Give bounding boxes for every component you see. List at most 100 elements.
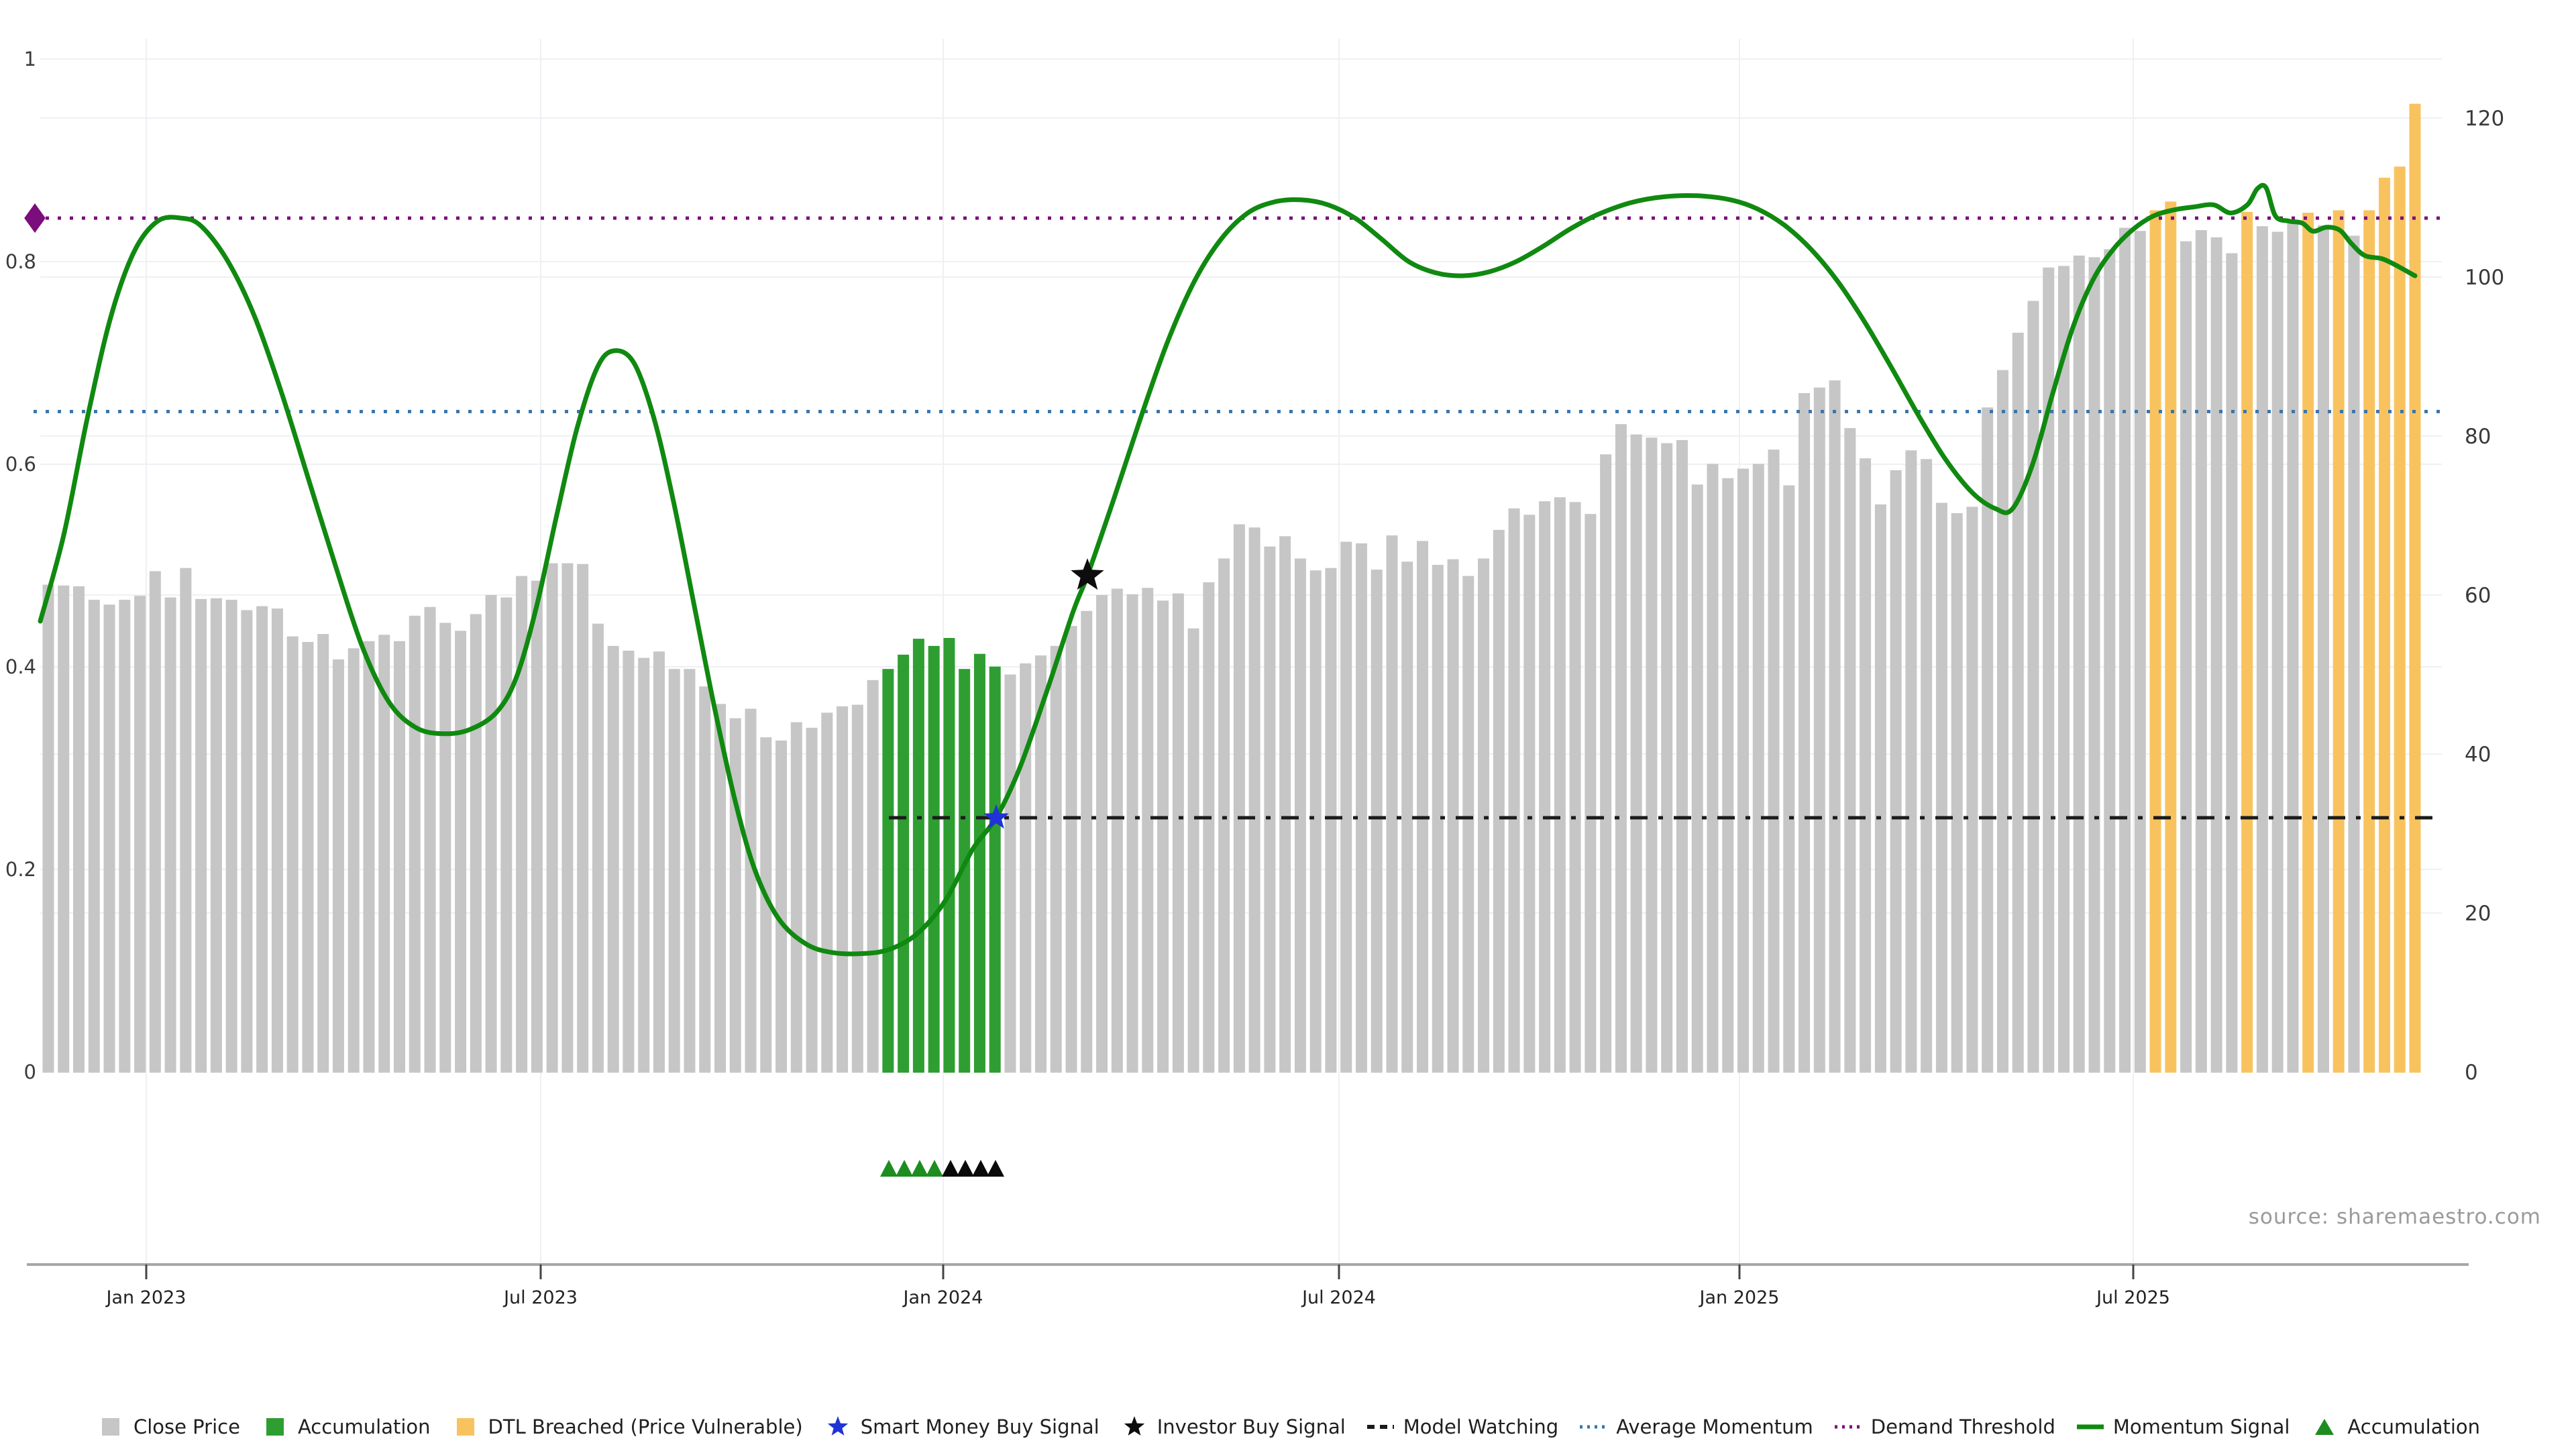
close-price-bar — [2195, 230, 2207, 1073]
close-price-bar — [592, 623, 604, 1073]
accumulation-triangle-black — [942, 1160, 959, 1177]
legend-swatch-square — [101, 1418, 119, 1436]
x-axis: Jan 2023 Jul 2023 Jan 2024 Jul 2024 Jan 2025… — [27, 1263, 2469, 1308]
close-price-bar — [1034, 655, 1046, 1073]
close-price-bar — [439, 623, 451, 1073]
close-price-bar — [1737, 468, 1750, 1073]
close-price-bar — [653, 651, 665, 1073]
dtl-breached-bar — [2149, 210, 2161, 1073]
close-price-bar — [88, 600, 100, 1073]
close-price-bar — [821, 712, 833, 1073]
chart-legend: Close Price Accumulation DTL Breached (Pri… — [0, 1415, 2576, 1438]
close-price-bar — [2104, 249, 2116, 1073]
legend-item-accumulation: Accumulation — [260, 1415, 431, 1438]
close-price-bar — [1768, 449, 1780, 1073]
close-price-bar — [1142, 588, 1154, 1073]
close-price-bar — [1661, 443, 1673, 1073]
close-price-bar — [1799, 393, 1811, 1073]
close-price-bar — [1600, 454, 1612, 1073]
accumulation-triangles — [880, 1160, 1004, 1177]
close-price-bar — [561, 563, 574, 1073]
x-tick-label: Jan 2023 — [105, 1287, 186, 1308]
close-price-bar — [241, 610, 253, 1073]
close-price-bar — [378, 635, 390, 1073]
legend-label: Investor Buy Signal — [1157, 1415, 1346, 1438]
close-price-bar — [1020, 663, 1032, 1073]
dtl-breached-bar — [2332, 210, 2345, 1073]
legend-item-close-price: Close Price — [96, 1415, 240, 1438]
close-price-bar — [2210, 237, 2222, 1073]
close-price-bar — [1126, 594, 1138, 1073]
close-price-bar — [2348, 235, 2360, 1073]
legend-item-model-watching: Model Watching — [1366, 1415, 1558, 1438]
right-tick-label: 0 — [2465, 1061, 2478, 1085]
close-price-bar — [867, 680, 879, 1073]
right-axis-labels: 0 20 40 60 80 100 120 — [2465, 107, 2504, 1085]
legend-swatch-solid-line — [2076, 1424, 2104, 1430]
close-price-bar — [2057, 266, 2070, 1073]
legend-swatch-triangle — [2315, 1419, 2334, 1435]
close-price-bar — [760, 737, 772, 1073]
demand-threshold-diamond — [24, 203, 46, 233]
momentum-signal-line — [38, 182, 2418, 957]
legend-item-momentum-signal: Momentum Signal — [2076, 1415, 2290, 1438]
close-price-bar — [1966, 506, 1978, 1073]
legend-label: Momentum Signal — [2112, 1415, 2290, 1438]
close-price-bar — [1355, 543, 1367, 1073]
close-price-bar — [1340, 541, 1352, 1073]
x-tick-label: Jul 2025 — [2095, 1287, 2170, 1308]
close-price-bar — [1569, 502, 1581, 1073]
close-price-bar — [73, 586, 85, 1073]
close-price-bar — [2256, 226, 2268, 1073]
close-price-bar — [806, 727, 818, 1073]
legend-label: Model Watching — [1403, 1415, 1559, 1438]
accumulation-triangle-black — [987, 1160, 1004, 1177]
close-price-bar — [500, 597, 513, 1073]
close-price-bar — [134, 596, 146, 1073]
right-tick-label: 40 — [2465, 743, 2491, 767]
legend-swatch-star — [827, 1416, 848, 1436]
accumulation-bar — [898, 654, 910, 1073]
close-price-bar — [546, 563, 558, 1073]
close-price-bar — [424, 606, 436, 1073]
close-price-bar — [2119, 227, 2131, 1073]
accumulation-triangle-green — [926, 1160, 943, 1177]
close-price-bar — [1523, 515, 1536, 1073]
close-price-bar — [1462, 576, 1474, 1073]
close-price-bar — [1874, 504, 1886, 1073]
close-price-bar — [286, 636, 299, 1073]
legend-swatch-dotted-line — [1834, 1425, 1862, 1429]
close-price-bar — [1187, 628, 1199, 1073]
close-price-bar — [1203, 582, 1215, 1073]
close-price-bar — [58, 585, 70, 1073]
right-tick-label: 120 — [2465, 107, 2504, 131]
close-price-bar — [2043, 267, 2055, 1073]
right-tick-label: 100 — [2465, 266, 2504, 290]
close-price-bar — [668, 669, 680, 1073]
close-price-bar — [1860, 458, 1872, 1073]
close-price-bar — [103, 604, 115, 1073]
legend-item-investor-buy-signal: Investor Buy Signal — [1120, 1415, 1346, 1438]
close-price-bar — [225, 600, 237, 1073]
close-price-bar — [2073, 256, 2085, 1073]
close-price-bar — [1325, 568, 1337, 1073]
close-price-bar — [1478, 558, 1490, 1073]
left-tick-label: 0.6 — [5, 453, 36, 476]
close-price-bar — [363, 641, 375, 1073]
accumulation-triangle-green — [880, 1160, 898, 1177]
close-price-bar — [745, 708, 757, 1073]
close-price-bar — [1996, 370, 2008, 1073]
legend-item-accumulation: Accumulation — [2310, 1415, 2480, 1438]
close-price-bar — [1646, 437, 1658, 1073]
legend-label: Demand Threshold — [1870, 1415, 2055, 1438]
close-price-bar — [2027, 301, 2039, 1073]
x-tick-label: Jul 2024 — [1301, 1287, 1376, 1308]
accumulation-triangle-green — [911, 1160, 928, 1177]
close-price-bar — [1905, 450, 1917, 1073]
left-tick-label: 0.2 — [5, 858, 36, 881]
close-price-bar — [1309, 570, 1322, 1073]
close-price-bar — [729, 718, 741, 1073]
close-price-bar — [577, 564, 589, 1073]
close-price-bar — [1783, 485, 1795, 1073]
